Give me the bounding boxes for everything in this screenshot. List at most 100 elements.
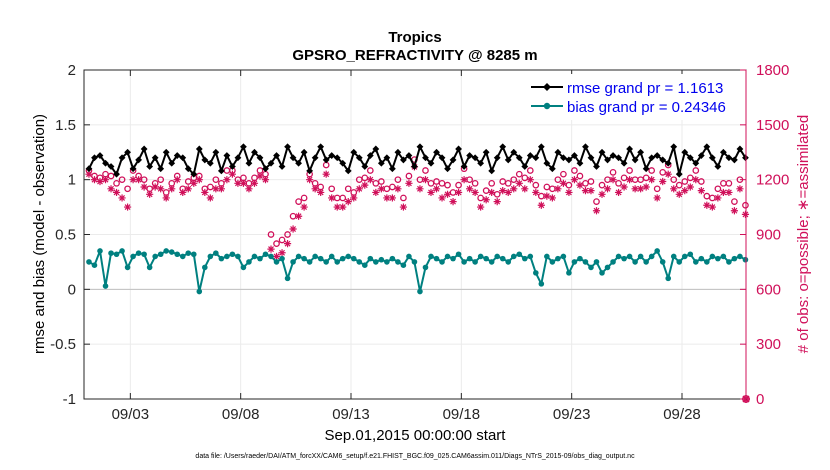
bias-point [444, 253, 451, 260]
rmse-point [240, 143, 247, 151]
obs-assimilated-point [592, 207, 601, 215]
obs-assimilated-point [449, 198, 457, 206]
x-tick-label: 09/13 [332, 406, 370, 423]
bias-point [527, 253, 534, 260]
bias-point [455, 251, 462, 258]
rmse-point [339, 159, 347, 167]
obs-assimilated-point [311, 185, 319, 193]
rmse-point [675, 170, 683, 178]
bias-point [632, 259, 638, 265]
rmse-point [388, 165, 396, 173]
rmse-point [300, 148, 308, 156]
obs-possible-point [504, 179, 512, 187]
obs-assimilated-point [245, 185, 253, 193]
obs-possible-point [400, 194, 407, 202]
obs-assimilated-point [493, 198, 501, 206]
obs-possible-point [565, 181, 573, 189]
bias-point [124, 264, 131, 271]
obs-assimilated-point [565, 188, 573, 197]
bias-point [301, 255, 307, 262]
obs-possible-point [107, 172, 115, 180]
legend-rmse-marker [543, 83, 551, 91]
rmse-point [317, 143, 325, 151]
x-tick-label: 09/28 [663, 406, 701, 423]
obs-possible-point [499, 178, 507, 185]
obs-assimilated-point [283, 240, 292, 248]
rmse-point [427, 159, 435, 167]
obs-assimilated-point [173, 176, 181, 184]
obs-assimilated-point [278, 249, 286, 257]
rmse-point [102, 159, 109, 167]
rmse-point [201, 156, 209, 164]
bias-point [499, 255, 506, 262]
obs-assimilated-point [609, 176, 617, 184]
obs-assimilated-point [460, 176, 468, 184]
obs-assimilated-point [537, 201, 545, 209]
rmse-point [328, 152, 336, 159]
rmse-point [394, 148, 402, 156]
bias-point [179, 253, 186, 260]
bias-point [113, 251, 120, 258]
bias-point [174, 251, 181, 258]
rmse-point [107, 163, 115, 170]
obs-assimilated-point [670, 185, 678, 193]
bias-point [163, 248, 169, 254]
obs-possible-point [609, 169, 617, 176]
rmse-point [488, 167, 496, 175]
rmse-point [383, 154, 391, 162]
bias-point [560, 253, 567, 260]
obs-possible-point [620, 174, 628, 182]
y2-tick-label: 1500 [756, 117, 789, 134]
obs-possible-point [295, 198, 302, 205]
rmse-point [195, 145, 203, 153]
rmse-point [350, 148, 358, 156]
bias-point [334, 259, 341, 265]
obs-assimilated-point [686, 183, 694, 191]
rmse-point [620, 159, 628, 167]
rmse-point [543, 159, 551, 167]
rmse-point [686, 154, 694, 162]
bias-point [141, 251, 147, 258]
obs-assimilated-point [96, 177, 104, 186]
rmse-point [653, 152, 661, 159]
rmse-point [217, 167, 225, 175]
rmse-point [499, 143, 507, 151]
obs-assimilated-point [377, 185, 385, 193]
bias-point [654, 248, 660, 254]
rmse-point [714, 163, 722, 170]
rmse-point [251, 148, 258, 156]
obs-assimilated-point [543, 192, 551, 200]
obs-possible-point [686, 174, 694, 182]
bias-point [726, 259, 732, 265]
rmse-point [366, 152, 374, 159]
obs-assimilated-point [355, 185, 363, 193]
obs-assimilated-point [703, 201, 711, 209]
obs-assimilated-point [184, 185, 192, 193]
obs-assimilated-point [372, 188, 380, 197]
obs-assimilated-point [383, 194, 391, 202]
obs-assimilated-point [681, 187, 689, 195]
obs-assimilated-point [466, 185, 474, 193]
obs-assimilated-point [151, 183, 159, 191]
obs-assimilated-point [350, 194, 358, 202]
bias-point [538, 281, 545, 287]
obs-possible-point [355, 176, 363, 184]
obs-possible-point [637, 176, 644, 184]
obs-assimilated-point [118, 194, 126, 202]
bias-point [566, 270, 572, 276]
bias-point [91, 262, 98, 269]
bias-point [477, 253, 484, 260]
obs-possible-point [653, 185, 661, 193]
obs-assimilated-point [217, 185, 225, 193]
legend-rmse-label: rmse grand pr = 1.1613 [567, 80, 723, 97]
obs-possible-point [598, 181, 606, 189]
y2-tick-label: 1200 [756, 172, 789, 189]
obs-possible-point [587, 178, 595, 185]
bias-point [157, 251, 164, 258]
bias-point [450, 255, 456, 262]
obs-possible-point [444, 181, 451, 189]
bias-point [659, 259, 666, 265]
chart-subtitle: GPSRO_REFRACTIVITY @ 8285 m [292, 47, 537, 64]
rmse-point [455, 145, 462, 153]
obs-possible-point [339, 194, 347, 202]
